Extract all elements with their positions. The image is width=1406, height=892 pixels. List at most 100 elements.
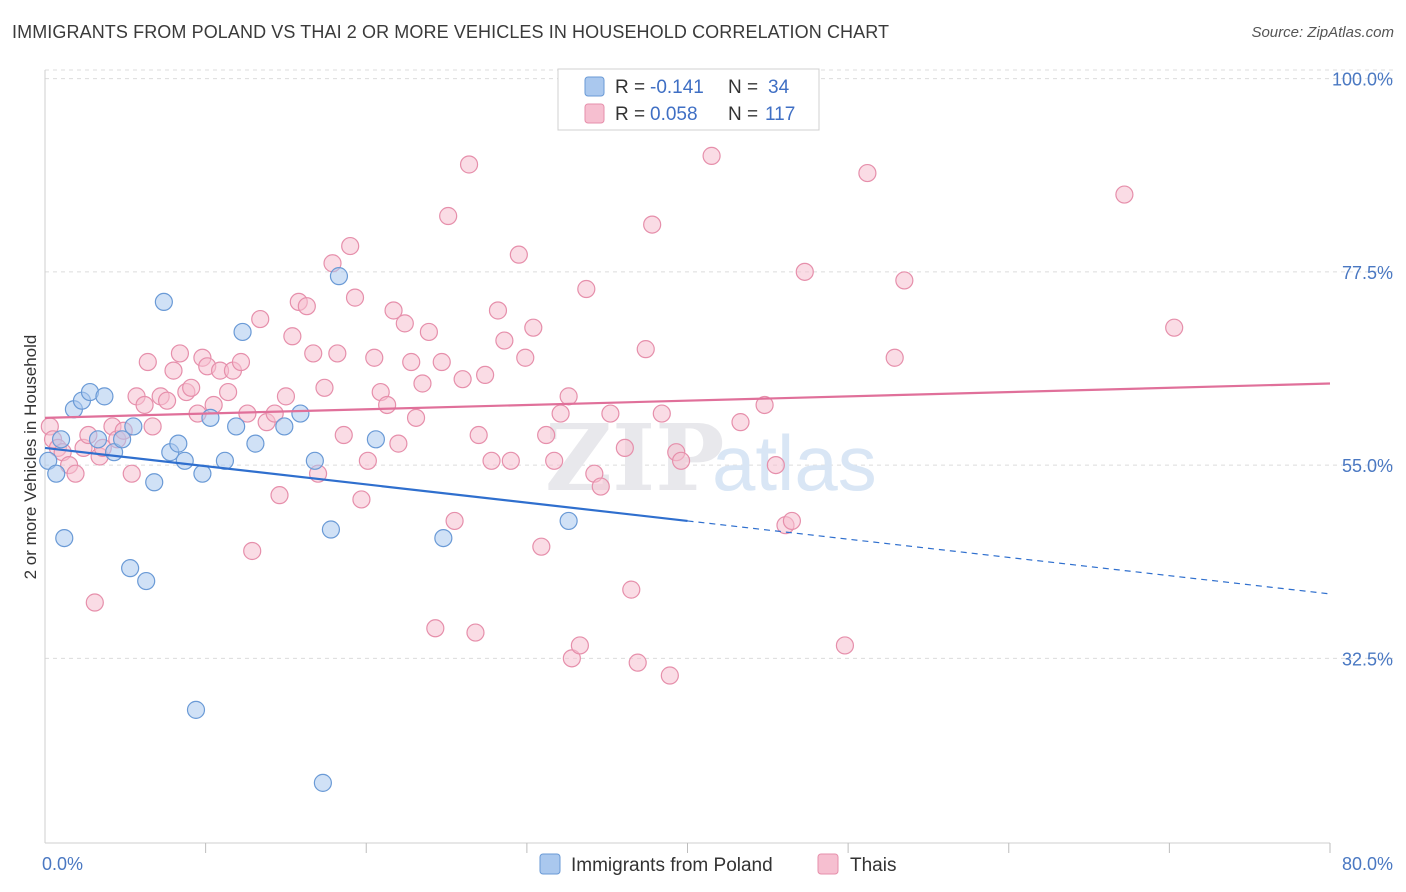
poland-point bbox=[329, 267, 349, 286]
thai-point bbox=[755, 395, 774, 415]
thai-point bbox=[570, 636, 589, 655]
thai-point bbox=[66, 464, 85, 483]
thai-point bbox=[182, 378, 201, 397]
thai-point bbox=[413, 374, 432, 393]
thai-point bbox=[532, 537, 551, 556]
thai-point bbox=[858, 163, 877, 183]
poland-point bbox=[95, 387, 114, 406]
poland-point bbox=[246, 434, 265, 453]
poland-point bbox=[169, 434, 188, 453]
bottom-legend: Immigrants from Poland Thais bbox=[539, 853, 896, 876]
legend-r-label-thai: R = bbox=[615, 104, 645, 125]
thai-point bbox=[365, 348, 384, 367]
thai-point bbox=[283, 327, 302, 346]
y-tick-label: 100.0% bbox=[1332, 70, 1393, 90]
thai-point bbox=[389, 434, 408, 453]
thai-point bbox=[459, 155, 479, 174]
thai-point bbox=[795, 262, 814, 281]
thai-point bbox=[219, 382, 238, 402]
x-tick-label-min: 0.0% bbox=[42, 854, 83, 874]
thai-point bbox=[395, 314, 414, 333]
thai-point bbox=[164, 361, 183, 380]
thai-point bbox=[231, 352, 251, 372]
thai-point bbox=[135, 395, 154, 415]
watermark-atlas: atlas bbox=[712, 419, 877, 507]
poland-point bbox=[233, 322, 252, 342]
poland-point bbox=[121, 559, 140, 578]
poland-point bbox=[291, 404, 310, 423]
thai-point bbox=[304, 344, 323, 363]
y-axis-tick-labels: 32.5% 55.0% 77.5% 100.0% bbox=[1332, 70, 1393, 670]
thai-point bbox=[615, 438, 634, 458]
legend-n-value-poland: 34 bbox=[768, 77, 790, 98]
thai-point bbox=[577, 279, 596, 299]
thai-point bbox=[1165, 318, 1184, 337]
thai-point bbox=[469, 425, 488, 445]
legend-r-value-thai: 0.058 bbox=[650, 104, 698, 125]
thai-point bbox=[835, 636, 855, 655]
y-tick-label: 55.0% bbox=[1342, 456, 1393, 476]
poland-point bbox=[321, 520, 341, 539]
poland-point bbox=[227, 417, 246, 436]
legend-n-label-poland: N = bbox=[728, 77, 758, 98]
bottom-legend-swatch-thai bbox=[817, 853, 839, 875]
thai-point bbox=[406, 408, 426, 427]
thai-point bbox=[482, 451, 501, 470]
thai-point bbox=[328, 344, 347, 363]
legend-n-label-thai: N = bbox=[728, 104, 758, 125]
thai-point bbox=[551, 404, 570, 423]
thai-point bbox=[495, 331, 514, 350]
poland-point bbox=[175, 451, 194, 470]
thai-point bbox=[251, 309, 270, 329]
x-axis-ticks bbox=[205, 843, 1331, 853]
thai-point bbox=[731, 413, 750, 432]
thai-point bbox=[122, 464, 141, 483]
thai-point bbox=[453, 370, 472, 389]
thai-point bbox=[352, 490, 371, 509]
poland-point bbox=[112, 430, 132, 449]
thai-point bbox=[315, 378, 334, 397]
poland-point bbox=[313, 773, 332, 792]
legend-r-value-poland: -0.141 bbox=[650, 77, 704, 98]
poland-point bbox=[47, 464, 66, 483]
thai-point bbox=[445, 511, 464, 531]
thai-point bbox=[276, 387, 296, 406]
stats-legend: R = -0.141 N = 34 R = 0.058 N = 117 bbox=[557, 68, 820, 131]
y-tick-label: 77.5% bbox=[1342, 263, 1393, 283]
poland-point bbox=[51, 430, 71, 449]
thai-point bbox=[559, 387, 578, 406]
poland-point bbox=[434, 528, 453, 548]
thai-point bbox=[636, 340, 655, 359]
thai-point bbox=[402, 352, 421, 372]
thai-point bbox=[562, 649, 581, 668]
chart-title: IMMIGRANTS FROM POLAND VS THAI 2 OR MORE… bbox=[12, 22, 890, 42]
poland-point bbox=[193, 464, 212, 483]
thai-point bbox=[138, 352, 157, 372]
thai-point bbox=[516, 348, 535, 367]
thai-point bbox=[524, 318, 543, 337]
trend-lines bbox=[44, 382, 1331, 595]
thai-point bbox=[426, 619, 445, 638]
thai-point bbox=[439, 206, 458, 226]
poland-point bbox=[55, 528, 74, 548]
thai-point bbox=[509, 245, 528, 264]
poland-point bbox=[154, 292, 173, 311]
thai-point bbox=[297, 297, 316, 316]
thai-point bbox=[1115, 185, 1134, 204]
thai-point bbox=[702, 146, 721, 165]
thai-point bbox=[591, 477, 610, 496]
poland-trend-line bbox=[44, 446, 688, 523]
thai-point bbox=[384, 301, 403, 320]
thai-point bbox=[334, 425, 353, 445]
thai-trend-line bbox=[44, 382, 1331, 419]
thai-point bbox=[270, 486, 289, 505]
thai-point bbox=[622, 580, 641, 599]
thai-point bbox=[143, 417, 162, 436]
thai-point bbox=[488, 301, 508, 320]
thai-point bbox=[358, 451, 377, 470]
poland-point bbox=[88, 430, 108, 449]
poland-point bbox=[39, 451, 58, 470]
thai-point bbox=[345, 288, 365, 307]
thai-point bbox=[476, 365, 495, 385]
x-tick-label-max: 80.0% bbox=[1342, 854, 1393, 874]
